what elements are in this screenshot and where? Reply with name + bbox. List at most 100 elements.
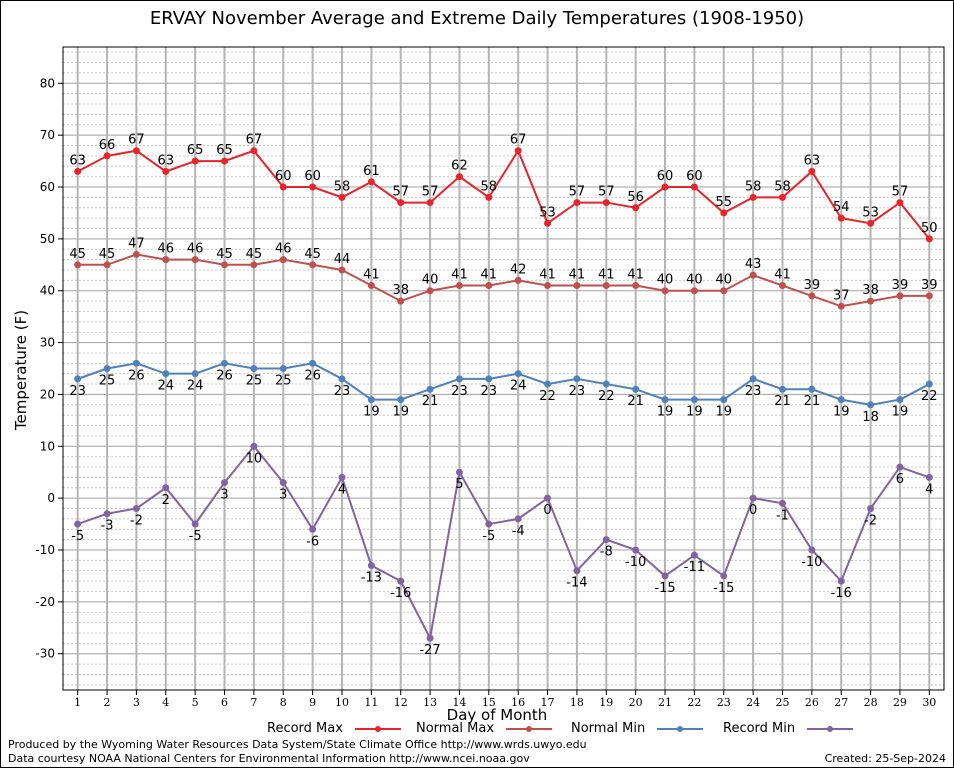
normal-max-point — [573, 282, 581, 290]
normal-min-point — [544, 380, 552, 388]
x-tick-label: 7 — [250, 696, 257, 709]
record-max-point — [74, 167, 82, 175]
x-tick-label: 21 — [658, 696, 672, 709]
normal-min-data-label: 25 — [99, 374, 116, 389]
record-min-data-label: -1 — [776, 508, 789, 523]
normal-max-data-label: 39 — [804, 278, 821, 293]
record-min-data-label: -11 — [684, 560, 705, 575]
normal-max-data-label: 40 — [422, 273, 439, 288]
y-axis-label: Temperature (F) — [12, 309, 30, 431]
normal-max-point — [250, 261, 258, 269]
record-max-point — [309, 183, 317, 191]
normal-min-point — [661, 396, 669, 404]
normal-max-line — [77, 253, 930, 308]
record-min-point — [367, 562, 375, 570]
record-min-data-label: -10 — [625, 555, 646, 570]
normal-max-point — [632, 282, 640, 290]
x-tick-label: 4 — [162, 696, 169, 709]
record-min-data-label: -13 — [361, 571, 382, 586]
normal-max-data-label: 45 — [99, 247, 116, 262]
record-max-point — [544, 219, 552, 227]
record-max-point — [896, 199, 904, 207]
record-max-point — [837, 214, 845, 222]
record-min-data-label: -16 — [390, 586, 411, 601]
record-min-line — [77, 444, 930, 642]
record-min-data-label: -5 — [189, 529, 202, 544]
normal-max-point — [896, 292, 904, 300]
x-tick-label: 28 — [864, 696, 878, 709]
record-max-data-label: 50 — [921, 221, 938, 236]
normal-min-data-label: 19 — [657, 405, 674, 420]
record-max-point — [720, 209, 728, 217]
record-min-point — [514, 515, 522, 523]
record-max-data-label: 58 — [745, 179, 762, 194]
normal-max-data-label: 41 — [363, 268, 380, 283]
normal-max-data-label: 46 — [275, 242, 292, 257]
record-max-point — [632, 204, 640, 212]
record-min-data-label: -14 — [566, 576, 587, 591]
normal-min-data-label: 22 — [598, 389, 615, 404]
x-tick-label: 1 — [74, 696, 81, 709]
record-max-point — [426, 199, 434, 207]
normal-max-point — [778, 282, 786, 290]
record-max-data-label: 57 — [598, 185, 615, 200]
record-max-data-label: 58 — [481, 179, 498, 194]
normal-max-data-label: 45 — [304, 247, 321, 262]
normal-min-point — [338, 375, 346, 383]
record-max-point — [338, 193, 346, 201]
record-min-data-label: 3 — [220, 488, 228, 503]
record-max-point — [514, 147, 522, 155]
normal-max-point — [837, 302, 845, 310]
record-max-point — [867, 219, 875, 227]
record-min-data-label: -15 — [713, 581, 734, 596]
record-min-data-label: -2 — [130, 514, 143, 529]
normal-min-point — [514, 370, 522, 378]
normal-max-point — [191, 256, 199, 264]
normal-min-data-label: 26 — [304, 368, 321, 383]
normal-min-point — [74, 375, 82, 383]
y-tick-label: 50 — [40, 232, 55, 246]
grid — [63, 47, 944, 690]
footer-created-date: Created: 25-Sep-2024 — [824, 752, 946, 765]
normal-max-point — [455, 282, 463, 290]
normal-min-point — [250, 365, 258, 372]
normal-max-point — [426, 287, 434, 295]
x-tick-label: 2 — [104, 696, 111, 709]
y-tick-label: 10 — [40, 439, 55, 453]
x-tick-label: 29 — [893, 696, 907, 709]
record-min-data-label: 4 — [338, 482, 346, 497]
record-min-data-label: -27 — [419, 643, 440, 658]
record-max-data-label: 67 — [128, 133, 145, 148]
record-min-point — [279, 479, 287, 487]
record-max-data-label: 56 — [627, 190, 644, 205]
normal-min-point — [573, 375, 581, 383]
normal-min-point — [367, 396, 375, 404]
normal-max-data-label: 45 — [69, 247, 86, 262]
record-max-point — [162, 167, 170, 175]
normal-min-data-label: 19 — [833, 405, 850, 420]
footer-data-courtesy: Data courtesy NOAA National Centers for … — [8, 752, 530, 765]
record-max-data-label: 57 — [892, 185, 909, 200]
normal-min-data-label: 23 — [569, 384, 586, 399]
normal-max-data-label: 41 — [598, 268, 615, 283]
y-tick-label: 80 — [40, 76, 55, 90]
y-tick-label: -30 — [35, 647, 55, 661]
record-min-point — [309, 525, 317, 533]
x-axis-label: Day of Month — [446, 706, 548, 724]
record-max-data-label: 53 — [862, 205, 879, 220]
record-min-data-label: -2 — [864, 514, 877, 529]
record-max-data-label: 63 — [804, 153, 821, 168]
x-tick-label: 10 — [335, 696, 349, 709]
record-min-point — [221, 479, 229, 487]
normal-max-point — [279, 256, 287, 264]
normal-max-point — [808, 292, 816, 300]
normal-min-point — [103, 365, 111, 372]
record-min-data-label: 3 — [279, 488, 287, 503]
normal-max-data-label: 41 — [774, 268, 791, 283]
record-max-point — [925, 235, 933, 243]
record-min-data-label: -5 — [482, 529, 495, 544]
normal-min-data-label: 23 — [745, 384, 762, 399]
record-max-point — [397, 199, 405, 207]
record-min-data-label: 6 — [896, 472, 904, 487]
normal-min-data-label: 19 — [686, 405, 703, 420]
